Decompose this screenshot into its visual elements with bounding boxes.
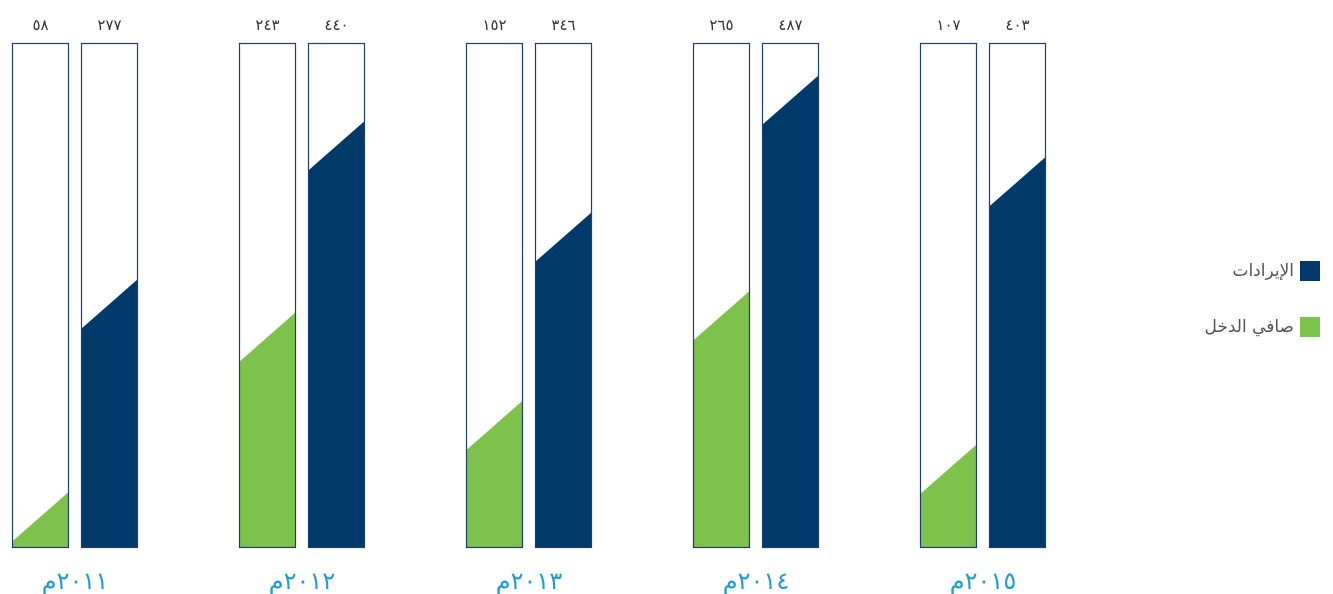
bar-revenue-2 xyxy=(535,211,592,548)
legend-item-revenue: الإيرادات xyxy=(1170,256,1320,286)
year-label-0: ٢٠١١م xyxy=(42,567,108,594)
legend-label-net-income: صافي الدخل xyxy=(1204,317,1294,337)
bar-revenue-0 xyxy=(81,278,138,548)
year-label-2: ٢٠١٣م xyxy=(496,567,563,594)
bar-frame-revenue-2 xyxy=(534,42,593,549)
value-label-net-income-4: ١٠٧ xyxy=(936,16,960,34)
bar-net-income-1 xyxy=(239,312,296,548)
bar-frame-net-income-1 xyxy=(238,42,297,549)
bar-frame-net-income-3 xyxy=(692,42,751,549)
legend-swatch-revenue xyxy=(1300,261,1320,281)
value-label-revenue-1: ٤٤٠ xyxy=(324,16,348,34)
bar-net-income-2 xyxy=(466,400,523,548)
bar-frame-revenue-3 xyxy=(761,42,820,549)
value-label-net-income-2: ١٥٢ xyxy=(482,16,506,34)
bar-frame-net-income-2 xyxy=(465,42,524,549)
year-label-4: ٢٠١٥م xyxy=(950,567,1016,594)
bar-frame-revenue-4 xyxy=(988,42,1047,549)
bar-frame-revenue-1 xyxy=(307,42,366,549)
year-label-3: ٢٠١٤م xyxy=(723,567,789,594)
bar-revenue-1 xyxy=(308,120,365,548)
legend-label-revenue: الإيرادات xyxy=(1232,261,1294,281)
legend-swatch-net-income xyxy=(1300,317,1320,337)
bar-revenue-3 xyxy=(762,75,819,548)
legend: الإيرادات صافي الدخل xyxy=(1170,256,1320,368)
value-label-revenue-4: ٤٠٣ xyxy=(1005,16,1029,34)
value-label-net-income-1: ٢٤٣ xyxy=(255,16,279,34)
bar-net-income-4 xyxy=(920,444,977,548)
bar-frame-revenue-0 xyxy=(80,42,139,549)
bar-revenue-4 xyxy=(989,156,1046,548)
year-label-1: ٢٠١٢م xyxy=(269,567,335,594)
value-label-net-income-0: ٥٨ xyxy=(32,16,48,34)
value-label-revenue-2: ٣٤٦ xyxy=(551,16,575,34)
bar-net-income-3 xyxy=(693,290,750,548)
bar-frame-net-income-4 xyxy=(919,42,978,549)
bar-net-income-0 xyxy=(12,491,69,548)
value-label-revenue-0: ٢٧٧ xyxy=(97,16,121,34)
value-label-net-income-3: ٢٦٥ xyxy=(709,16,733,34)
value-label-revenue-3: ٤٨٧ xyxy=(778,16,802,34)
bar-frame-net-income-0 xyxy=(11,42,70,549)
legend-item-net-income: صافي الدخل xyxy=(1170,312,1320,342)
